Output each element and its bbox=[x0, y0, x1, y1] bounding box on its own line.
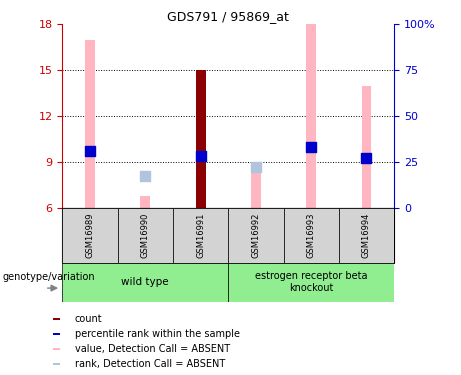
Bar bbox=[140, 196, 150, 208]
Point bbox=[307, 144, 315, 150]
Bar bbox=[339, 208, 394, 262]
Bar bbox=[85, 40, 95, 208]
Bar bbox=[53, 348, 60, 350]
Bar bbox=[62, 262, 228, 302]
Point bbox=[142, 173, 149, 179]
Bar bbox=[284, 208, 339, 262]
Text: count: count bbox=[75, 314, 102, 324]
Text: wild type: wild type bbox=[121, 277, 169, 287]
Bar bbox=[62, 208, 118, 262]
Bar bbox=[306, 24, 316, 208]
Text: percentile rank within the sample: percentile rank within the sample bbox=[75, 329, 240, 339]
Text: rank, Detection Call = ABSENT: rank, Detection Call = ABSENT bbox=[75, 359, 225, 369]
Text: GSM16990: GSM16990 bbox=[141, 213, 150, 258]
Bar bbox=[173, 208, 228, 262]
Text: GSM16989: GSM16989 bbox=[85, 213, 95, 258]
Bar bbox=[118, 208, 173, 262]
Bar bbox=[251, 170, 261, 208]
Bar bbox=[228, 208, 284, 262]
Title: GDS791 / 95869_at: GDS791 / 95869_at bbox=[167, 10, 289, 23]
Bar bbox=[228, 262, 394, 302]
Point bbox=[197, 153, 204, 159]
Bar bbox=[361, 86, 372, 208]
Text: value, Detection Call = ABSENT: value, Detection Call = ABSENT bbox=[75, 344, 230, 354]
Bar bbox=[195, 70, 206, 208]
Point bbox=[252, 164, 260, 170]
Point bbox=[363, 154, 370, 160]
Text: GSM16991: GSM16991 bbox=[196, 213, 205, 258]
Bar bbox=[53, 333, 60, 335]
Text: estrogen receptor beta
knockout: estrogen receptor beta knockout bbox=[255, 271, 367, 293]
Text: genotype/variation: genotype/variation bbox=[2, 272, 95, 282]
Text: GSM16992: GSM16992 bbox=[251, 213, 260, 258]
Point bbox=[86, 148, 94, 154]
Text: GSM16993: GSM16993 bbox=[307, 213, 316, 258]
Bar bbox=[53, 318, 60, 320]
Text: GSM16994: GSM16994 bbox=[362, 213, 371, 258]
Bar bbox=[53, 363, 60, 365]
